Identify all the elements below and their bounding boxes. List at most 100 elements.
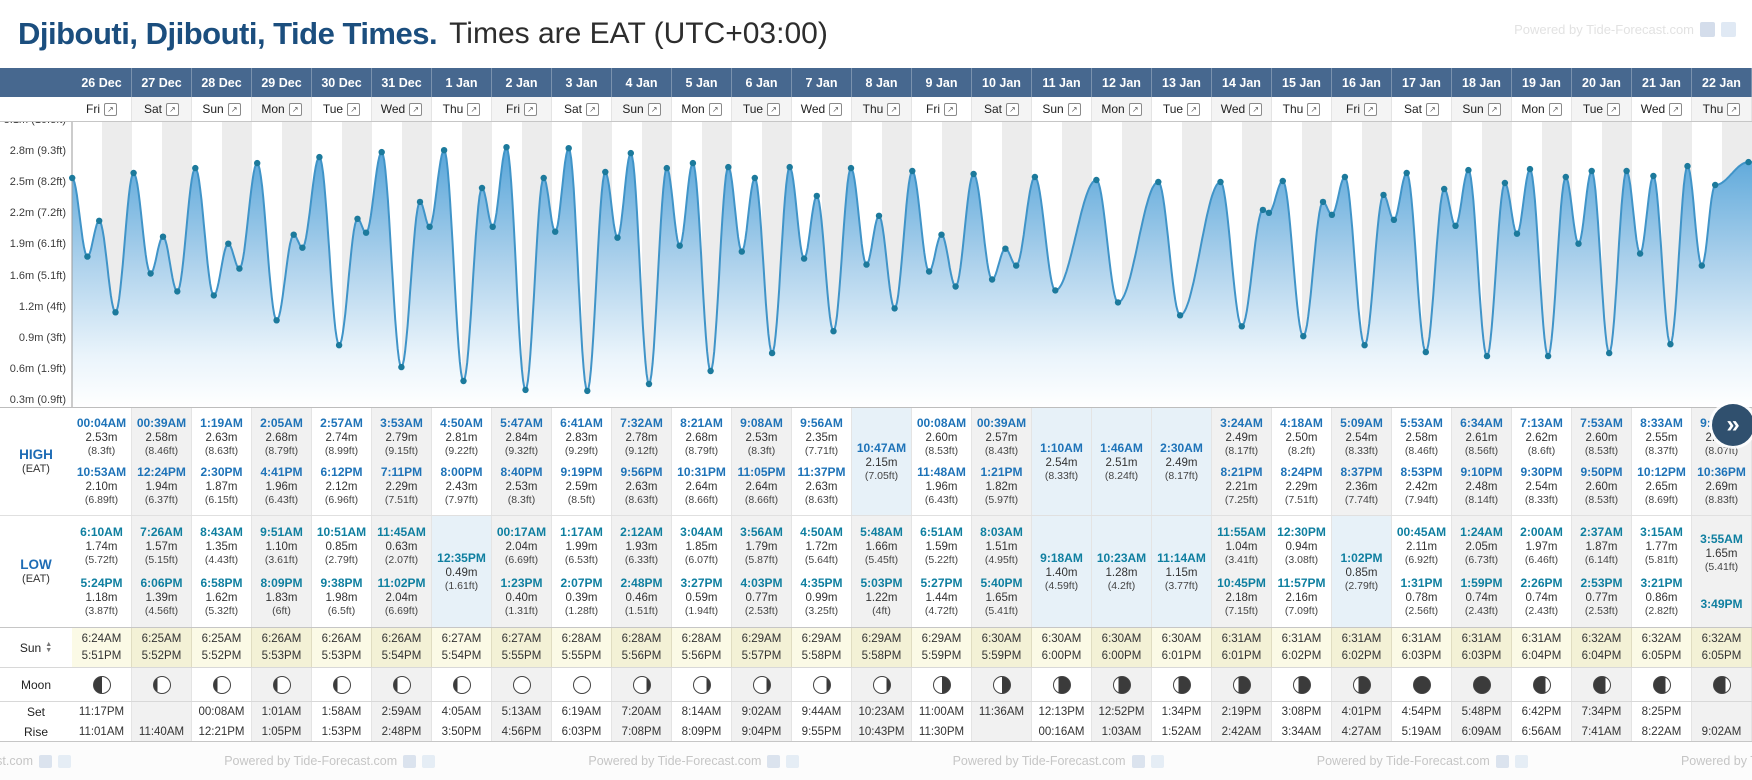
tide-height-m: 1.83m — [265, 592, 298, 605]
expand-day-icon[interactable]: ↗ — [409, 102, 423, 116]
weekday-label: Wed — [1640, 102, 1666, 116]
sunset-time: 6:05PM — [1701, 649, 1742, 662]
moon-phase-icon — [752, 675, 771, 694]
expand-day-icon[interactable]: ↗ — [1187, 102, 1201, 116]
expand-day-icon[interactable]: ↗ — [887, 102, 901, 116]
moon-cell — [852, 668, 912, 701]
sun-cell: 6:29AM 5:58PM — [792, 628, 852, 667]
date-cell: 7 Jan — [792, 68, 852, 97]
moonrise-time-cell: 8:22AM — [1632, 722, 1692, 741]
expand-day-icon[interactable]: ↗ — [1727, 102, 1741, 116]
expand-day-icon[interactable]: ↗ — [288, 102, 302, 116]
moon-phase-icon — [932, 675, 951, 694]
expand-day-icon[interactable]: ↗ — [1548, 102, 1562, 116]
tide-extreme-dot — [875, 212, 883, 219]
sunrise-time: 6:32AM — [1701, 633, 1742, 646]
expand-day-icon[interactable]: ↗ — [944, 102, 957, 116]
expand-day-icon[interactable]: ↗ — [1307, 102, 1321, 116]
moon-phase-icon — [1052, 675, 1071, 694]
tide-entry: 1:31PM 0.78m (2.56ft) — [1392, 576, 1451, 618]
social-square-icon — [403, 754, 417, 768]
moonrise-time-cell: 1:05PM — [252, 722, 312, 741]
expand-day-icon[interactable]: ↗ — [1364, 102, 1377, 116]
expand-day-icon[interactable]: ↗ — [767, 102, 781, 116]
tide-height-m: 2.68m — [265, 431, 298, 444]
expand-day-icon[interactable]: ↗ — [524, 102, 537, 116]
tide-height-ft: (6.69ft) — [504, 553, 539, 566]
expand-day-icon[interactable]: ↗ — [166, 102, 179, 116]
expand-day-icon[interactable]: ↗ — [829, 102, 843, 116]
expand-day-icon[interactable]: ↗ — [1249, 102, 1263, 116]
moon-phase-icon — [1472, 675, 1491, 694]
expand-day-icon[interactable]: ↗ — [347, 102, 361, 116]
moonset-time-cell: 4:54PM — [1392, 702, 1452, 722]
expand-day-icon[interactable]: ↗ — [708, 102, 722, 116]
tide-extreme-dot — [1544, 352, 1552, 360]
expand-day-icon[interactable]: ↗ — [1128, 102, 1142, 116]
tide-height-m: 2.53m — [745, 431, 778, 444]
tide-height-m: 0.99m — [805, 592, 838, 605]
sunrise-time: 6:26AM — [261, 633, 302, 646]
low-tide-cell: 00:45AM 2.11m (6.92ft) 1:31PM 0.78m (2.56ft) — [1392, 516, 1452, 627]
expand-day-icon[interactable]: ↗ — [1487, 102, 1501, 116]
tide-time: 9:38PM — [320, 576, 363, 591]
tide-height-ft: (6.73ft) — [1464, 553, 1499, 566]
tide-entry: 10:53AM 2.10m (6.89ft) — [72, 465, 131, 507]
sun-cell: 6:30AM 6:00PM — [1092, 628, 1152, 667]
tide-time: 10:45PM — [1217, 576, 1266, 591]
sunset-time: 6:02PM — [1341, 649, 1382, 662]
expand-day-icon[interactable]: ↗ — [1426, 102, 1439, 116]
tide-entry: 9:50PM 2.60m (8.53ft) — [1572, 465, 1631, 507]
date-cell: 19 Jan — [1512, 68, 1572, 97]
high-tide-cell: 5:09AM 2.54m (8.33ft) 8:37PM 2.36m (7.74ft) — [1332, 408, 1392, 515]
tide-height-ft: (2.43ft) — [1524, 605, 1559, 618]
weekday-cell: Fri ↗ — [72, 97, 132, 121]
expand-day-icon[interactable]: ↗ — [104, 102, 117, 116]
tide-height-m: 2.81m — [445, 431, 478, 444]
social-square-icon — [1150, 754, 1164, 768]
expand-day-icon[interactable]: ↗ — [1669, 102, 1683, 116]
weekday-cell: Fri ↗ — [492, 97, 552, 121]
moonset-time-cell: 00:08AM — [192, 702, 252, 722]
tide-entry: 2:53PM 0.77m (2.53ft) — [1572, 576, 1631, 618]
high-tide-cell: 8:33AM 2.55m (8.37ft) 10:12PM 2.65m (8.69ft) — [1632, 408, 1692, 515]
weekday-row-gutter — [0, 97, 72, 121]
expand-day-icon[interactable]: ↗ — [647, 102, 661, 116]
next-days-button[interactable]: » — [1712, 404, 1752, 446]
tide-height-m: 2.29m — [385, 481, 418, 494]
date-cell: 8 Jan — [852, 68, 912, 97]
weekday-cell: Sat ↗ — [972, 97, 1032, 121]
date-cell: 20 Jan — [1572, 68, 1632, 97]
expand-day-icon[interactable]: ↗ — [227, 102, 241, 116]
moonset-time-cell: 9:02AM — [732, 702, 792, 722]
expand-day-icon[interactable]: ↗ — [586, 102, 599, 116]
sun-cell: 6:27AM 5:54PM — [432, 628, 492, 667]
sun-cell: 6:32AM 6:05PM — [1632, 628, 1692, 667]
expand-day-icon[interactable]: ↗ — [1006, 102, 1019, 116]
moonset-time-cell: 12:52PM — [1092, 702, 1152, 722]
tide-height-ft: (3.77ft) — [1164, 579, 1199, 592]
expand-day-icon[interactable]: ↗ — [467, 102, 481, 116]
tide-height-m: 2.53m — [505, 481, 538, 494]
date-header-row: 26 Dec 27 Dec 28 Dec 29 Dec 30 Dec 31 Dec 1 Ja… — [0, 68, 1752, 97]
tide-height-ft: (4.72ft) — [924, 605, 959, 618]
tide-extreme-dot — [416, 198, 424, 206]
moon-cell — [1572, 668, 1632, 701]
tide-time: 11:45AM — [377, 524, 426, 539]
tide-height-ft: (8.69ft) — [1644, 494, 1679, 507]
moonset-row: Set 11:17PM 00:08AM 1:01AM 1:58AM 2:59AM 4:05… — [0, 702, 1752, 722]
weekday-label: Sat — [143, 102, 162, 116]
high-tide-cell: 7:13AM 2.62m (8.6ft) 9:30PM 2.54m (8.33ft) — [1512, 408, 1572, 515]
date-cell: 9 Jan — [912, 68, 972, 97]
low-tide-cell: 1:02PM 0.85m (2.79ft) — [1332, 516, 1392, 627]
tide-entry: 11:48AM 1.96m (6.43ft) — [912, 465, 971, 507]
tide-time: 4:41PM — [260, 465, 303, 480]
sunset-time: 6:05PM — [1641, 649, 1682, 662]
weekday-cell: Mon ↗ — [1092, 97, 1152, 121]
tide-extreme-dot — [725, 163, 732, 171]
tide-entry: 4:41PM 1.96m (6.43ft) — [252, 465, 311, 507]
expand-day-icon[interactable]: ↗ — [1067, 102, 1081, 116]
expand-day-icon[interactable]: ↗ — [1607, 102, 1621, 116]
moonset-time-cell: 3:08PM — [1272, 702, 1332, 722]
tide-entry: 4:18AM 2.50m (8.2ft) — [1272, 416, 1331, 458]
